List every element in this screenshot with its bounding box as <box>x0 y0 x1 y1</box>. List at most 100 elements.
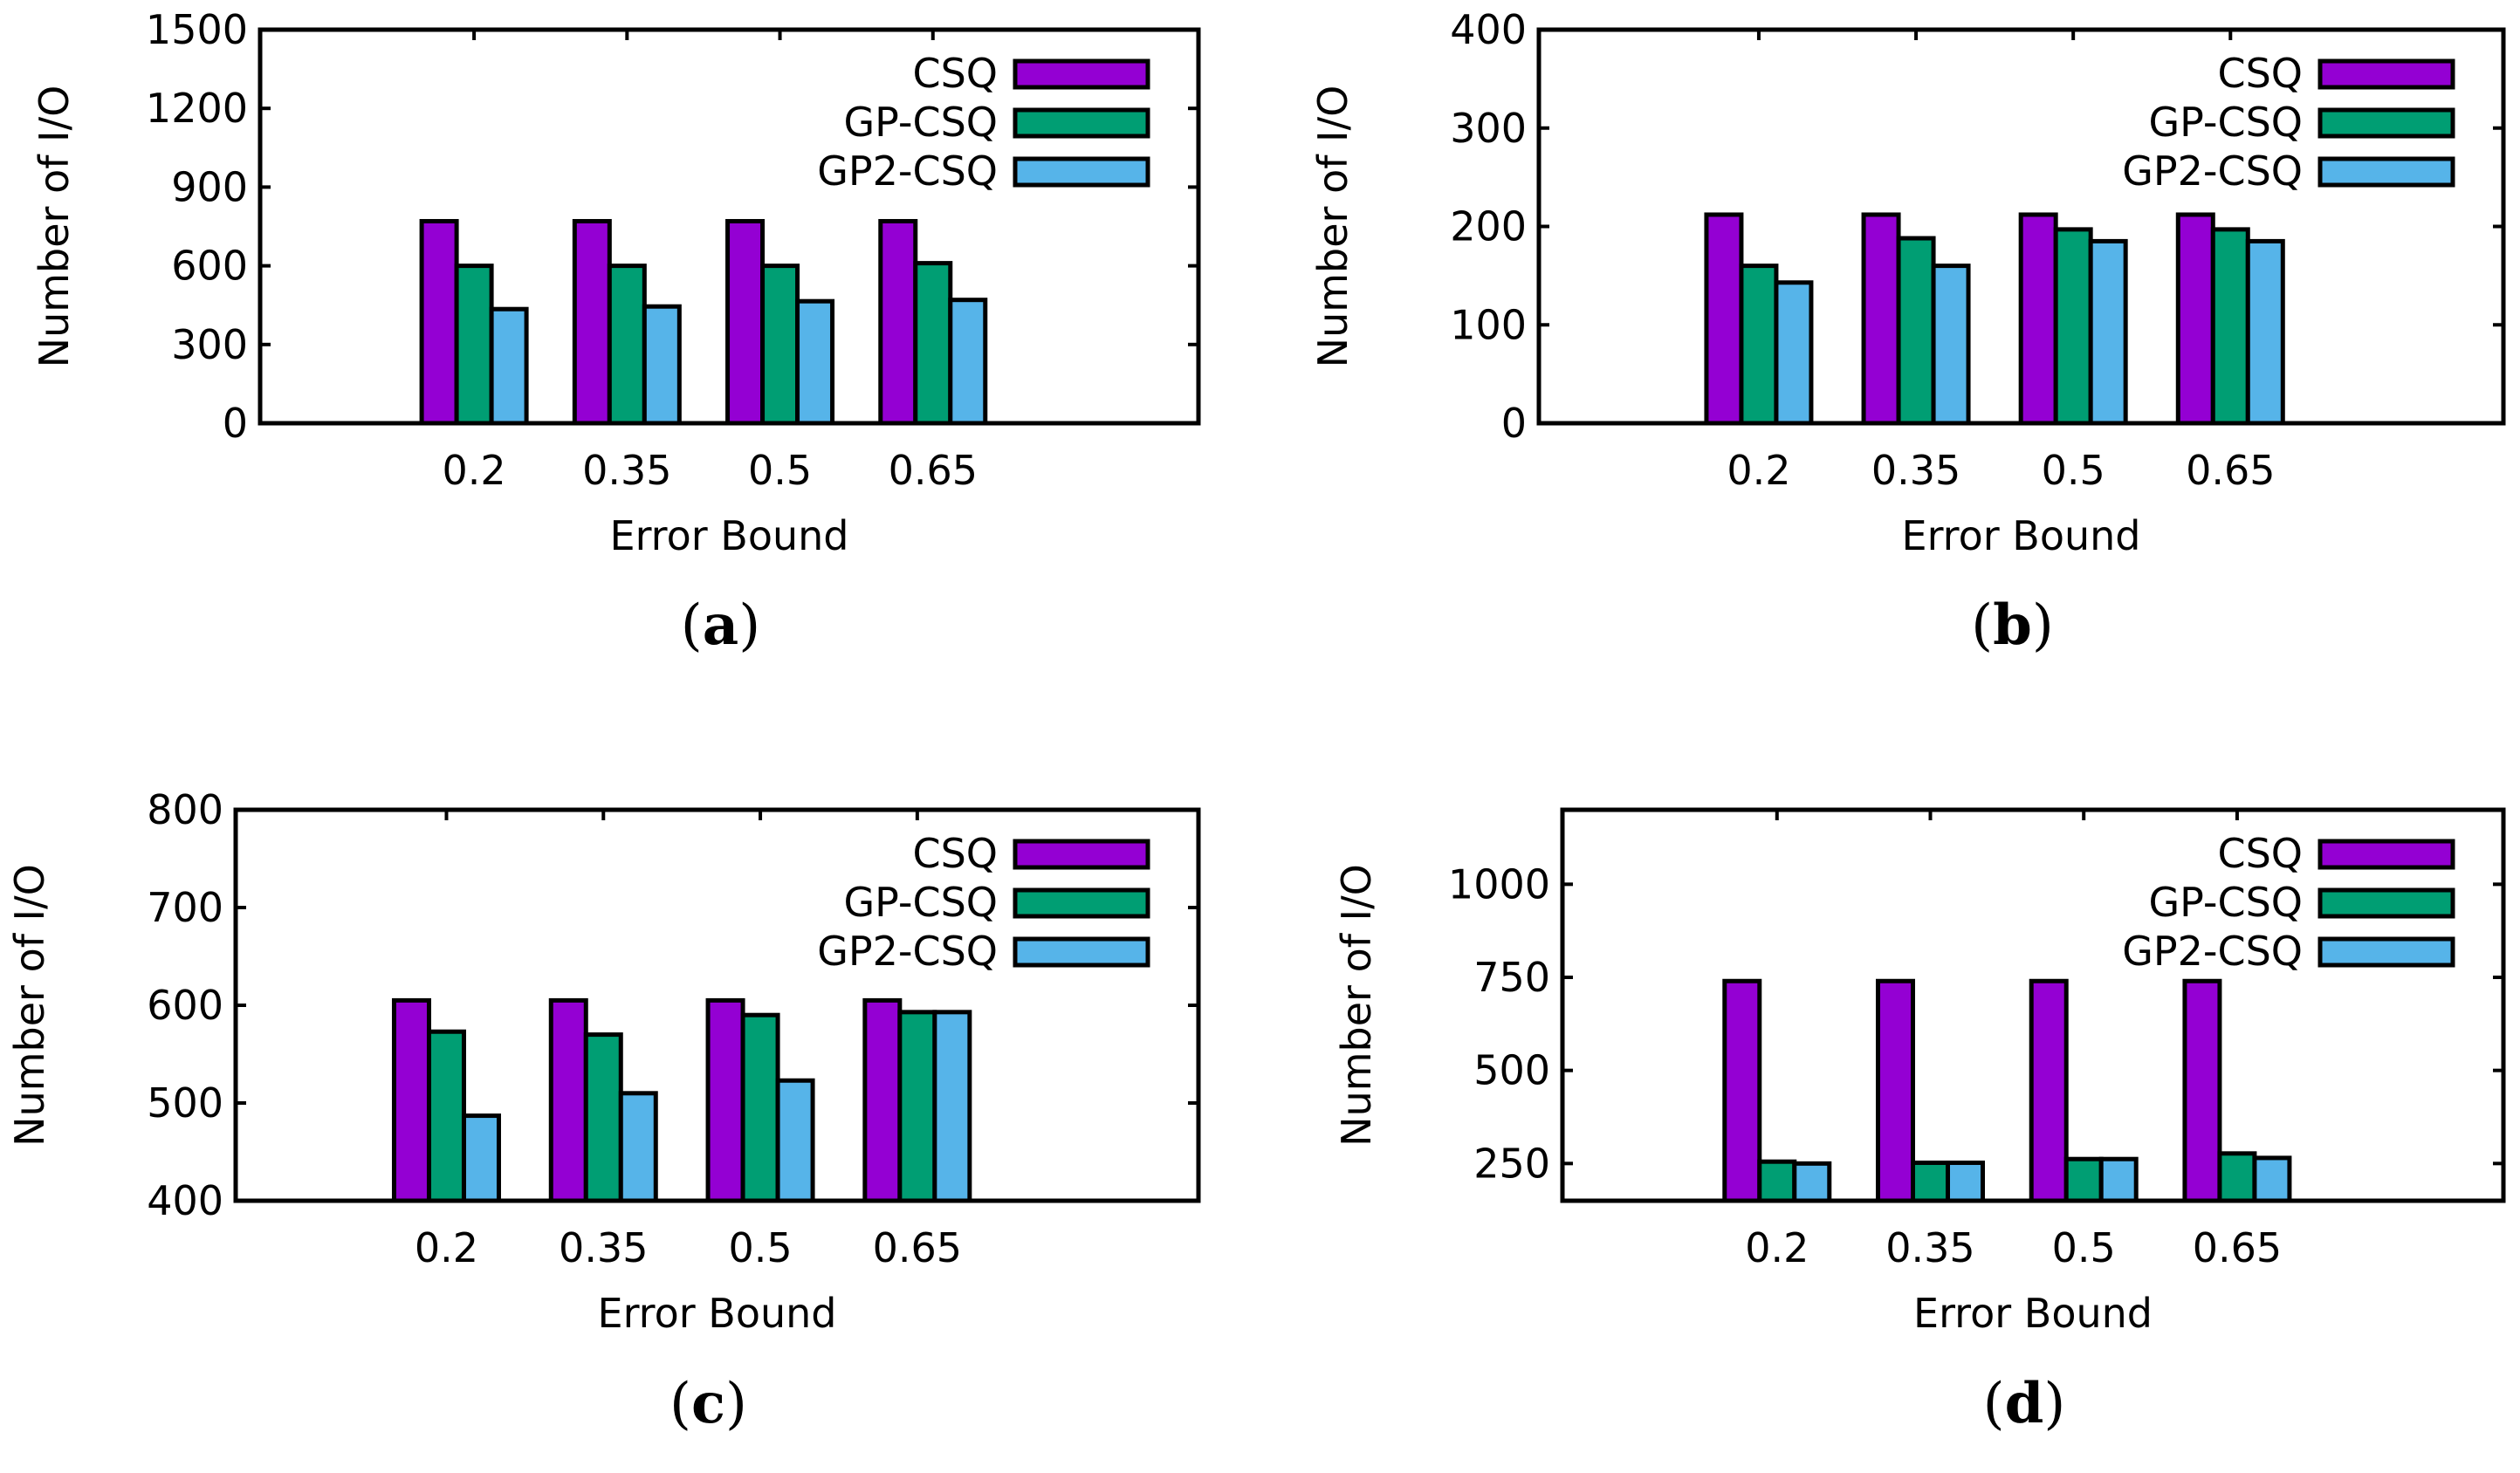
bar-gp-csq-0.65 <box>2217 1151 2257 1203</box>
panel-label: (b) <box>1971 593 2054 658</box>
x-tick-label: 0.2 <box>1745 1224 1809 1271</box>
bar-gp-csq-0.5 <box>2053 227 2093 426</box>
bar-csq-0.65 <box>2175 212 2215 426</box>
bar-csq-0.35 <box>1861 212 1901 426</box>
y-tick-label: 1200 <box>146 85 248 132</box>
bar-csq-0.65 <box>2182 978 2222 1203</box>
y-tick-label: 600 <box>147 982 223 1029</box>
x-tick-label: 0.2 <box>1727 447 1790 494</box>
bar-gp-csq-0.65 <box>897 1010 937 1203</box>
legend-swatch-gp2-csq <box>2317 156 2455 188</box>
bar-gp2-csq-0.65 <box>932 1010 972 1203</box>
y-tick-label: 100 <box>1450 301 1527 348</box>
bar-gp2-csq-0.2 <box>1792 1161 1832 1203</box>
x-tick-label: 0.35 <box>559 1224 648 1271</box>
bar-gp2-csq-0.65 <box>948 298 988 426</box>
bar-gp2-csq-0.5 <box>795 298 835 426</box>
bar-csq-0.5 <box>725 218 766 426</box>
y-tick-label: 400 <box>147 1177 223 1224</box>
bar-gp-csq-0.5 <box>740 1012 780 1203</box>
bar-gp-csq-0.2 <box>454 264 494 426</box>
bar-gp2-csq-0.35 <box>1931 264 1971 426</box>
bar-gp-csq-0.5 <box>2063 1156 2104 1203</box>
x-tick-label: 0.35 <box>1885 1224 1974 1271</box>
y-tick-label: 0 <box>223 400 248 447</box>
y-tick-label: 1500 <box>146 6 248 53</box>
bar-gp2-csq-0.5 <box>2098 1156 2139 1203</box>
legend-label: CSQ <box>912 830 998 877</box>
y-tick-label: 200 <box>1450 203 1527 250</box>
bar-gp-csq-0.2 <box>426 1029 466 1203</box>
legend-swatch-csq <box>1013 58 1150 90</box>
plot-frame <box>233 807 1201 1203</box>
y-tick-label: 0 <box>1501 400 1527 447</box>
legend-label: GP-CSQ <box>844 99 999 146</box>
bar-csq-0.2 <box>1704 212 1744 426</box>
bar-csq-0.2 <box>1722 978 1762 1203</box>
chart-panel-a: 0 300 600 900 1200 1500 Number of I/O 0.2 0.35 0.… <box>31 6 1201 658</box>
y-tick-label: 800 <box>147 786 223 833</box>
bar-gp2-csq-0.2 <box>489 306 529 426</box>
y-axis-title: Number of I/O <box>1309 86 1356 368</box>
bar-gp-csq-0.35 <box>607 264 647 426</box>
legend-label: GP-CSQ <box>2149 99 2304 146</box>
legend-swatch-gp-csq <box>2317 887 2455 919</box>
bar-gp2-csq-0.35 <box>1945 1160 1985 1203</box>
legend-label: GP2-CSQ <box>2122 147 2303 195</box>
bar-csq-0.5 <box>2029 978 2069 1203</box>
legend-label: CSQ <box>2217 50 2303 97</box>
y-tick-label: 400 <box>1450 6 1527 53</box>
x-tick-label: 0.5 <box>748 447 812 494</box>
legend-swatch-csq <box>2317 839 2455 870</box>
panel-letter: a <box>703 593 738 658</box>
legend-swatch-gp2-csq <box>1013 156 1150 188</box>
plot-frame <box>257 27 1201 426</box>
bar-gp2-csq-0.65 <box>2252 1155 2292 1203</box>
bar-csq-0.5 <box>2018 212 2058 426</box>
legend-label: GP2-CSQ <box>817 147 998 195</box>
y-tick-label: 1000 <box>1448 860 1550 908</box>
bar-gp-csq-0.5 <box>760 264 800 426</box>
panel-letter: b <box>1993 593 2032 658</box>
bar-csq-0.35 <box>1875 978 1915 1203</box>
x-tick-label: 0.5 <box>2052 1224 2116 1271</box>
bar-csq-0.5 <box>705 997 745 1203</box>
legend-swatch-gp2-csq <box>1013 936 1150 968</box>
panel-letter: d <box>2005 1371 2044 1436</box>
x-tick-label: 0.65 <box>2193 1224 2282 1271</box>
legend-swatch-gp2-csq <box>2317 936 2455 968</box>
bar-gp-csq-0.2 <box>1757 1159 1797 1203</box>
y-tick-label: 300 <box>1450 105 1527 152</box>
legend-swatch-csq <box>2317 58 2455 90</box>
y-tick-label: 300 <box>171 321 248 368</box>
bar-gp2-csq-0.2 <box>1774 280 1814 426</box>
bar-gp2-csq-0.35 <box>642 304 682 426</box>
x-tick-label: 0.5 <box>2042 447 2105 494</box>
legend-label: GP2-CSQ <box>2122 928 2303 975</box>
x-tick-label: 0.5 <box>728 1224 792 1271</box>
bar-csq-0.65 <box>862 997 903 1203</box>
legend-label: CSQ <box>912 50 998 97</box>
plot-frame <box>1536 27 2506 426</box>
panel-letter: c <box>691 1371 725 1436</box>
legend-label: GP2-CSQ <box>817 928 998 975</box>
bar-csq-0.2 <box>419 218 459 426</box>
legend-swatch-gp-csq <box>1013 887 1150 919</box>
legend-swatch-csq <box>1013 839 1150 870</box>
bar-gp-csq-0.35 <box>1896 236 1936 426</box>
y-axis-title: Number of I/O <box>1333 864 1380 1147</box>
bar-gp-csq-0.2 <box>1739 264 1779 426</box>
bar-csq-0.2 <box>391 997 431 1203</box>
bar-gp2-csq-0.2 <box>461 1113 501 1203</box>
x-axis-title: Error Bound <box>1902 512 2141 559</box>
y-tick-label: 900 <box>171 163 248 210</box>
panel-label: (c) <box>669 1371 747 1436</box>
x-tick-label: 0.65 <box>889 447 978 494</box>
bar-gp2-csq-0.5 <box>775 1078 815 1203</box>
bar-csq-0.35 <box>572 218 612 426</box>
panel-label: (a) <box>681 593 760 658</box>
bar-gp2-csq-0.5 <box>2088 238 2128 426</box>
x-tick-label: 0.35 <box>1871 447 1960 494</box>
chart-panel-d: 250 500 750 1000 Number of I/O 0.2 0.35 0.5 0.65… <box>1333 807 2506 1436</box>
x-axis-title: Error Bound <box>1913 1290 2153 1337</box>
